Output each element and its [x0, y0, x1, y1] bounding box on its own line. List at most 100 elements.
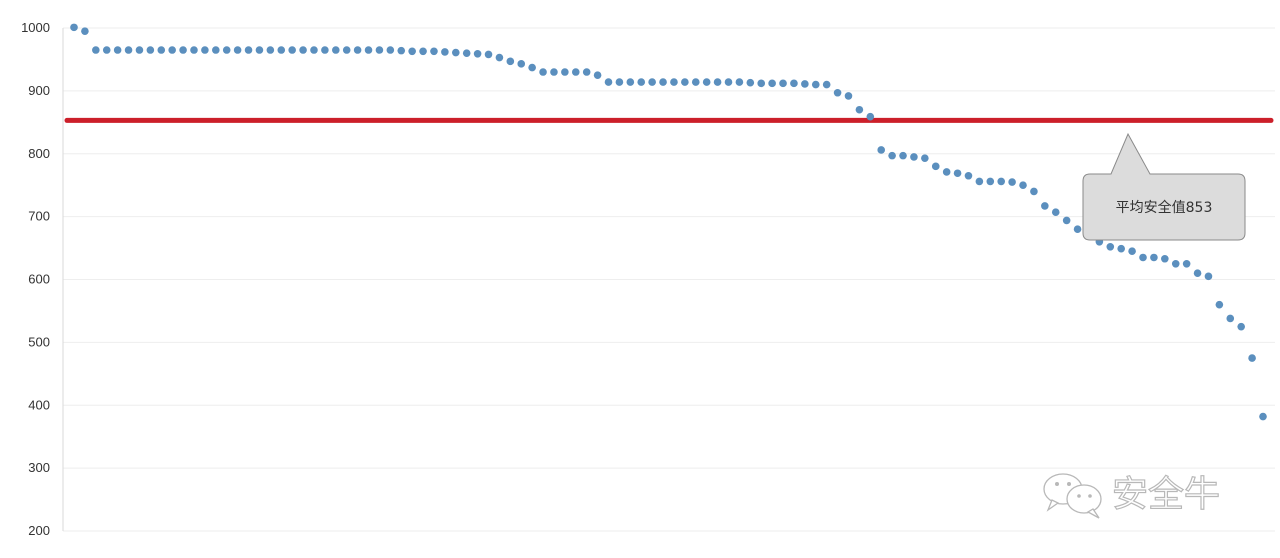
data-point	[1073, 225, 1082, 233]
data-point	[462, 49, 471, 57]
data-point	[921, 154, 929, 162]
data-point	[681, 78, 689, 86]
y-tick-label: 200	[28, 523, 50, 538]
data-point	[866, 112, 875, 121]
data-point	[1193, 269, 1202, 278]
data-point	[877, 146, 886, 154]
data-point	[473, 49, 482, 58]
data-point	[997, 177, 1006, 186]
data-point	[582, 68, 591, 76]
data-point	[1139, 253, 1147, 262]
data-point	[1128, 247, 1136, 256]
data-point	[375, 46, 384, 54]
data-point	[801, 80, 809, 88]
data-point	[353, 46, 362, 54]
data-point	[430, 47, 438, 56]
data-point	[1171, 259, 1180, 268]
y-axis-tick-labels: 200 300 400 500 600 700 800 900 1000	[21, 20, 50, 538]
data-point	[724, 78, 733, 86]
data-point	[1041, 202, 1049, 210]
data-point	[822, 80, 831, 89]
data-point	[702, 78, 711, 86]
data-point	[92, 46, 100, 54]
data-point	[168, 46, 176, 54]
data-point	[113, 46, 122, 54]
data-point	[953, 169, 962, 178]
grid-lines	[63, 27, 1275, 532]
data-point	[1182, 259, 1191, 268]
data-point	[1008, 178, 1016, 186]
data-point	[299, 46, 307, 54]
data-point	[659, 78, 667, 86]
data-point	[397, 46, 406, 55]
data-point	[1051, 208, 1060, 217]
data-point	[1062, 216, 1071, 225]
y-tick-label: 300	[28, 460, 50, 475]
data-point	[277, 46, 286, 54]
watermark-text: 安全牛	[1112, 474, 1220, 515]
data-point	[528, 63, 536, 72]
y-tick-label: 600	[28, 272, 50, 287]
data-point	[1161, 254, 1169, 263]
data-point	[70, 23, 78, 32]
data-point	[495, 53, 504, 62]
data-point	[975, 177, 984, 186]
data-point	[102, 46, 111, 54]
data-point	[386, 46, 395, 54]
data-point	[942, 168, 951, 176]
data-points	[70, 23, 1267, 421]
data-point	[964, 171, 973, 180]
data-point	[441, 48, 449, 56]
data-point	[735, 78, 744, 86]
y-tick-label: 700	[28, 209, 50, 224]
data-point	[222, 46, 231, 54]
data-point	[779, 79, 787, 88]
data-point	[212, 46, 220, 54]
data-point	[233, 46, 242, 54]
data-point	[571, 68, 580, 76]
data-point	[888, 151, 896, 160]
data-point	[910, 153, 918, 161]
data-point	[266, 46, 275, 54]
data-point	[713, 78, 722, 86]
callout-bubble	[1082, 132, 1246, 241]
data-point	[321, 46, 329, 54]
data-point	[1106, 243, 1115, 251]
data-point	[135, 46, 144, 54]
data-point	[561, 68, 569, 76]
data-point	[1204, 272, 1213, 281]
data-point	[604, 78, 613, 86]
data-point	[1215, 300, 1224, 309]
data-point	[81, 27, 89, 35]
data-point	[244, 46, 253, 54]
y-tick-label: 900	[28, 83, 50, 98]
data-point	[179, 46, 187, 54]
data-point	[1117, 244, 1125, 253]
data-point	[1237, 322, 1245, 331]
data-point	[364, 46, 373, 54]
data-point	[408, 47, 416, 56]
data-point	[844, 92, 853, 100]
data-point	[615, 78, 624, 86]
data-point	[255, 46, 264, 54]
data-point	[419, 47, 427, 56]
data-point	[931, 162, 940, 171]
y-tick-label: 500	[28, 334, 50, 349]
data-point	[157, 46, 166, 54]
data-point	[331, 46, 340, 54]
data-point	[451, 48, 460, 57]
data-point	[342, 46, 351, 54]
data-point	[811, 80, 820, 89]
data-point	[746, 78, 755, 87]
data-point	[1030, 187, 1038, 196]
data-point	[691, 78, 700, 86]
y-tick-label: 800	[28, 146, 50, 161]
data-point	[517, 60, 526, 68]
y-tick-label: 1000	[21, 20, 50, 35]
data-point	[670, 78, 678, 86]
data-point	[986, 177, 995, 186]
data-point	[637, 78, 646, 86]
data-point	[1226, 314, 1235, 323]
data-point	[833, 88, 842, 97]
